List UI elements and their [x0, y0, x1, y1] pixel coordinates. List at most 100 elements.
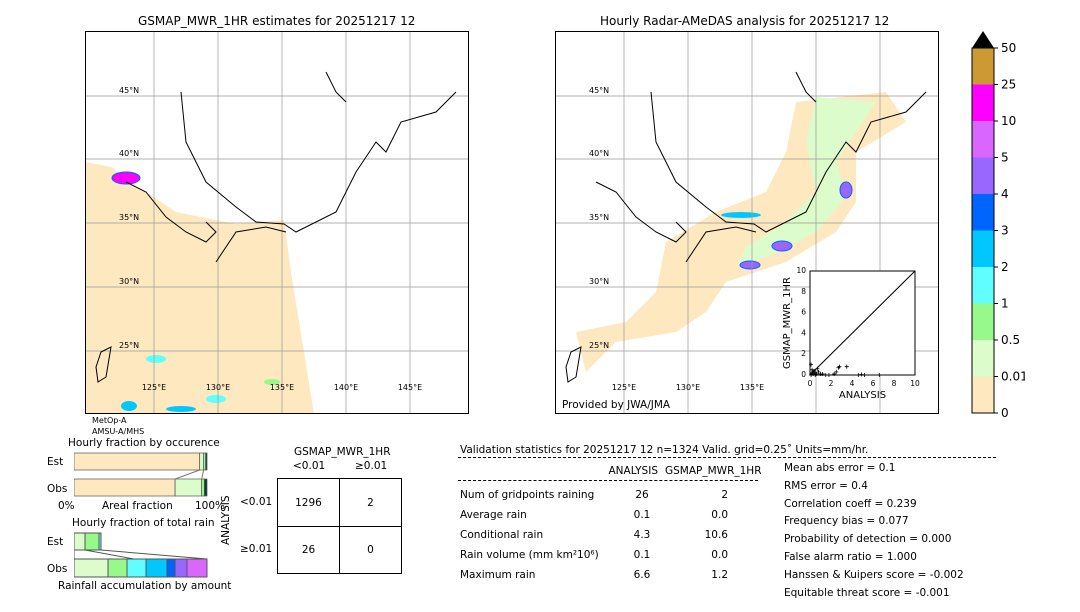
scatter-point [814, 371, 819, 376]
obs-bar-seg [186, 558, 208, 578]
scatter-point [834, 369, 839, 374]
occ-x1: 100% [195, 500, 226, 512]
latitude-label: 40°N [119, 149, 139, 158]
col-gsmap: GSMAP_MWR_1HR [665, 465, 762, 477]
right-map-title: Hourly Radar-AMeDAS analysis for 2025121… [600, 14, 890, 28]
x-tick-label: 4 [850, 379, 855, 388]
cell-hits-none: 1296 [295, 497, 322, 509]
longitude-label: 130°E [676, 383, 700, 392]
rain-obs-label: Obs [47, 563, 68, 575]
longitude-label: 140°E [334, 383, 358, 392]
est-bar-seg [74, 532, 86, 551]
obs-bar-seg [74, 558, 109, 578]
y-tick-label: 8 [801, 287, 806, 296]
stat-a: 0.1 [633, 549, 651, 561]
obs-bar-seg [145, 558, 168, 578]
colorbar-tick-label: 1 [1001, 297, 1009, 311]
obs-bar-seg [166, 558, 176, 578]
occurrence-bar-seg [174, 478, 203, 497]
colorbar-tick-label: 0 [1001, 406, 1009, 420]
right-map-rain-cell [839, 181, 853, 199]
longitude-label: 135°E [740, 383, 764, 392]
left-map-rain-cell [146, 355, 166, 363]
colorbar-tick-label: 4 [1001, 187, 1009, 201]
scatter-point [809, 362, 814, 367]
data-credit: Provided by JWA/JMA [562, 399, 671, 411]
longitude-label: 135°E [270, 383, 294, 392]
y-tick-label: 10 [796, 266, 806, 275]
x-tick-label: 10 [910, 379, 920, 388]
stat-label: Maximum rain [460, 569, 536, 581]
stat-a: 26 [635, 489, 649, 501]
occ-xlabel: Areal fraction [102, 500, 173, 512]
est-bar-seg [98, 532, 102, 551]
x-tick-label: 8 [892, 379, 897, 388]
colorbar-tick-label: 0.5 [1001, 333, 1020, 347]
est-bar-seg [84, 532, 100, 551]
contingency-row-axis: ANALYSIS [220, 495, 232, 545]
stat-b: 0.0 [711, 509, 728, 521]
colorbar-swatch [972, 376, 994, 413]
stat-a: 6.6 [633, 569, 651, 581]
colorbar-swatch [972, 303, 994, 340]
scatter-point [812, 368, 817, 373]
cell-false-alarms: 2 [367, 497, 374, 509]
colorbar-tick-label: 2 [1001, 260, 1009, 274]
contingency-row2: ≥0.01 [240, 543, 273, 555]
scatter-point [815, 366, 820, 371]
colorbar-tick-label: 50 [1001, 41, 1016, 55]
latitude-label: 25°N [589, 341, 609, 350]
occurrence-bar-seg [205, 452, 208, 471]
scatter-plot: 00 2 2 4 4 6 6 8 8 10 10 ANALYSIS GSMAP_MWR_1HR [782, 266, 920, 401]
scatter-point [816, 369, 821, 374]
contingency-col1: <0.01 [293, 460, 326, 472]
occurrence-bar-seg [199, 452, 205, 471]
stat-label: Num of gridpoints raining [460, 489, 595, 501]
stat-label: Rain volume (mm km²10⁶) [460, 549, 599, 561]
left-map-rain-cell [166, 406, 196, 412]
latitude-label: 30°N [589, 277, 609, 286]
obs-bar-seg [174, 558, 188, 578]
y-tick-label: 4 [801, 328, 806, 337]
score-line: Correlation coeff = 0.239 [784, 497, 917, 510]
colorbar-swatch [972, 267, 994, 304]
obs-bar-seg [126, 558, 147, 578]
col-analysis: ANALYSIS [608, 465, 658, 477]
colorbar-swatch [972, 48, 994, 85]
colorbar-swatch [972, 157, 994, 194]
scatter-point [862, 373, 867, 377]
connector-line [100, 549, 208, 560]
left-map-canvas: 45°N 40°N 35°N 30°N 25°N 125°E 130°E 135°E 140°E… [86, 32, 468, 413]
contingency-row1: <0.01 [240, 496, 273, 508]
left-map-rain-cell [111, 171, 141, 185]
occurrence-bar-seg [203, 478, 208, 497]
scatter-point [859, 372, 864, 377]
score-line: Frequency bias = 0.077 [784, 515, 909, 528]
colorbar-swatch [972, 121, 994, 158]
colorbar-extend-triangle [972, 31, 994, 48]
contingency-title: GSMAP_MWR_1HR [294, 446, 391, 458]
cell-hits: 0 [367, 544, 374, 556]
occurrence-title: Hourly fraction by occurence [68, 437, 220, 449]
occ-obs-label: Obs [47, 483, 68, 495]
colorbar-swatch [972, 230, 994, 267]
left-map-title: GSMAP_MWR_1HR estimates for 20251217 12 [138, 14, 416, 28]
occurrence-bars [74, 452, 208, 497]
connector-line [201, 469, 205, 480]
coastline [95, 71, 457, 383]
scatter-point [877, 373, 882, 377]
y-tick-label: 2 [801, 349, 806, 358]
y-tick-label: 6 [801, 308, 806, 317]
colorbar-tick-label: 10 [1001, 114, 1016, 128]
left-map-rain-cell [264, 379, 280, 385]
right-map-rain-cell [721, 212, 761, 218]
x-tick-label: 6 [871, 379, 876, 388]
total-rain-title: Hourly fraction of total rain [72, 517, 215, 529]
connector-line [84, 549, 135, 560]
right-map-rain-cell [771, 240, 793, 252]
score-line: Equitable threat score = -0.001 [784, 586, 950, 599]
right-map-light-rain-area [736, 97, 876, 267]
total-rain-xlabel: Rainfall accumulation by amount [58, 580, 232, 592]
x-tick-label: 2 [829, 379, 834, 388]
